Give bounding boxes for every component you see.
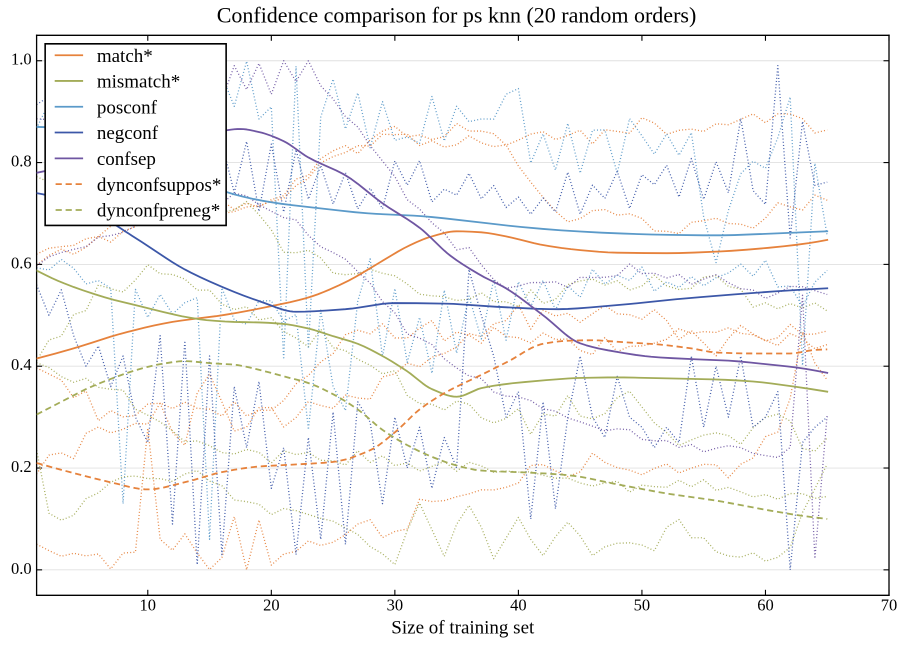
svg-text:Confidence comparison for ps k: Confidence comparison for ps knn (20 ran… — [217, 2, 697, 27]
svg-text:20: 20 — [263, 596, 280, 615]
svg-text:0.6: 0.6 — [11, 253, 32, 272]
svg-text:0.0: 0.0 — [11, 559, 32, 578]
svg-text:10: 10 — [140, 596, 157, 615]
svg-text:negconf: negconf — [97, 123, 159, 144]
svg-text:dynconfpreneg*: dynconfpreneg* — [97, 201, 220, 222]
svg-text:50: 50 — [634, 596, 651, 615]
svg-text:posconf: posconf — [97, 97, 158, 118]
svg-text:0.4: 0.4 — [11, 355, 32, 374]
svg-text:mismatch*: mismatch* — [97, 72, 180, 93]
svg-text:confsep: confsep — [97, 149, 156, 170]
svg-text:70: 70 — [881, 596, 898, 615]
svg-text:0.2: 0.2 — [11, 457, 32, 476]
svg-text:match*: match* — [97, 46, 153, 67]
svg-text:60: 60 — [757, 596, 774, 615]
svg-text:0.8: 0.8 — [11, 152, 32, 171]
svg-text:30: 30 — [387, 596, 404, 615]
svg-text:Size of training set: Size of training set — [391, 618, 535, 639]
svg-text:40: 40 — [510, 596, 527, 615]
svg-text:1.0: 1.0 — [11, 50, 32, 69]
svg-text:dynconfsuppos*: dynconfsuppos* — [97, 175, 222, 196]
